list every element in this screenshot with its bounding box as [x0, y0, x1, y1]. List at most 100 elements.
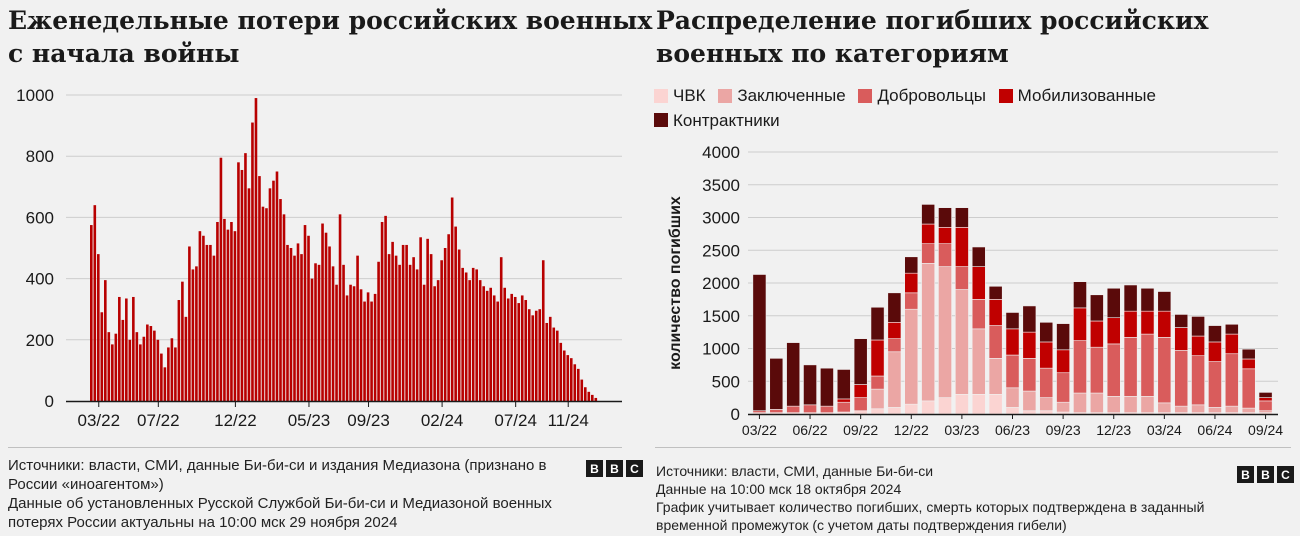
- weekly-loss-bar: [541, 260, 545, 401]
- weekly-loss-bar: [146, 324, 149, 401]
- stacked-bar-segment: [853, 397, 868, 412]
- method-line: График учитывает количество погибших, см…: [656, 499, 1205, 533]
- bbc-logo-left: B B C: [586, 460, 643, 477]
- stacked-bar-segment: [904, 403, 919, 415]
- stacked-bar-segment: [1174, 314, 1189, 328]
- weekly-loss-bar: [517, 303, 521, 401]
- weekly-loss-bar: [188, 246, 191, 401]
- weekly-loss-bar: [240, 169, 244, 401]
- x-tick-label: 03/23: [944, 422, 979, 438]
- weekly-loss-bar: [384, 215, 387, 401]
- weekly-loss-bar: [107, 332, 111, 401]
- stacked-bar-segment: [1123, 396, 1138, 413]
- category-legend: ЧВК Заключенные Добровольцы Мобилизованн…: [654, 84, 1254, 133]
- weekly-loss-bar: [226, 229, 230, 401]
- weekly-loss-bar: [90, 225, 93, 401]
- stacked-bar-segment: [1123, 310, 1138, 338]
- stacked-bar-segment: [1039, 367, 1054, 398]
- stacked-bar-segment: [1039, 410, 1054, 415]
- stacked-bar-segment: [921, 204, 936, 225]
- x-tick-label: 09/22: [843, 422, 878, 438]
- weekly-loss-bar: [121, 319, 125, 401]
- y-tick-label: 2500: [702, 241, 740, 260]
- weekly-loss-bar: [513, 296, 517, 401]
- weekly-loss-bar: [555, 330, 559, 401]
- stacked-bar-segment: [921, 263, 936, 402]
- stacked-bar-segment: [1123, 284, 1138, 312]
- weekly-loss-bar: [429, 254, 433, 401]
- stacked-bar-segment: [938, 207, 952, 228]
- weekly-loss-bar: [419, 237, 422, 401]
- weekly-loss-bar: [552, 327, 556, 401]
- weekly-loss-bar: [468, 280, 471, 401]
- weekly-loss-bar: [170, 338, 174, 401]
- weekly-loss-bar: [275, 171, 279, 401]
- weekly-loss-bar: [125, 298, 128, 401]
- stacked-bar-segment: [1089, 294, 1104, 322]
- stacked-bar-segment: [988, 299, 1003, 326]
- weekly-loss-bar: [387, 254, 391, 401]
- stacked-bar-segment: [1039, 322, 1054, 343]
- stacked-bar-segment: [955, 227, 969, 267]
- stacked-bar-segment: [1073, 307, 1087, 341]
- x-tick-label: 12/22: [214, 411, 257, 430]
- stacked-bar-segment: [769, 358, 784, 410]
- stacked-bar-segment: [1056, 372, 1070, 403]
- y-tick-label: 800: [26, 147, 54, 166]
- weekly-loss-bar: [111, 344, 114, 401]
- stacked-bar-segment: [1140, 310, 1155, 335]
- weekly-loss-bar: [394, 255, 398, 401]
- stacked-bar-segment: [769, 409, 784, 413]
- weekly-loss-bar: [202, 235, 205, 401]
- y-tick-label: 0: [731, 405, 740, 424]
- legend-swatch: [654, 88, 668, 103]
- stacked-bar-segment: [1157, 291, 1172, 312]
- weekly-loss-bar: [478, 280, 482, 401]
- weekly-loss-bar: [352, 286, 356, 401]
- stacked-bar-segment: [786, 405, 801, 413]
- weekly-loss-bar: [219, 157, 223, 401]
- stacked-bar-segment: [1140, 287, 1155, 312]
- weekly-loss-bar: [198, 231, 202, 401]
- stacked-bar-segment: [1022, 390, 1037, 412]
- weekly-loss-bar: [272, 180, 275, 401]
- stacked-bar-segment: [1191, 316, 1205, 337]
- y-axis-label: количество погибших: [667, 196, 684, 370]
- weekly-loss-bar: [580, 379, 584, 401]
- legend-swatch: [654, 113, 668, 127]
- weekly-loss-bar: [191, 269, 195, 401]
- stacked-bar-segment: [904, 308, 919, 405]
- stacked-bar-segment: [870, 339, 885, 377]
- weekly-loss-bar: [223, 218, 226, 401]
- weekly-loss-bar: [356, 255, 359, 401]
- stacked-bar-segment: [1208, 361, 1222, 408]
- weekly-loss-bar: [139, 344, 142, 401]
- stacked-bar-segment: [870, 306, 885, 341]
- stacked-bar-segment: [1073, 281, 1087, 309]
- stacked-bar-segment: [1106, 396, 1121, 413]
- weekly-loss-bar: [342, 264, 345, 401]
- y-tick-label: 400: [26, 270, 54, 289]
- right-chart-title: Распределение погибших российских военны…: [656, 6, 1209, 68]
- weekly-loss-bar: [524, 300, 528, 401]
- x-tick-label: 11/24: [548, 411, 589, 430]
- weekly-loss-bar: [195, 266, 198, 401]
- weekly-loss-bar: [520, 295, 524, 401]
- legend-item-contract: Контрактники: [654, 109, 780, 132]
- date-line: Данные на 10:00 мск 18 октября 2024: [656, 481, 902, 497]
- stacked-bar-segment: [938, 243, 952, 267]
- y-tick-label: 4000: [702, 143, 740, 162]
- legend-label: Добровольцы: [877, 86, 986, 105]
- stacked-bar-segment: [1191, 404, 1205, 413]
- stacked-bar-segment: [1174, 327, 1189, 351]
- legend-item-pmc: ЧВК: [654, 84, 706, 107]
- stacked-bar-segment: [1191, 335, 1205, 357]
- stacked-bar-segment: [1140, 333, 1155, 397]
- weekly-loss-bar: [268, 188, 272, 401]
- stacked-bar-segment: [870, 388, 885, 410]
- weekly-loss-bar: [160, 353, 163, 401]
- x-tick-label: 06/23: [995, 422, 1030, 438]
- weekly-loss-bar: [559, 342, 563, 401]
- weekly-losses-chart: 0 200 400 600 800 1000 03/22 07/22 12/22 05/23 09/…: [16, 86, 622, 430]
- weekly-loss-bar: [464, 272, 468, 401]
